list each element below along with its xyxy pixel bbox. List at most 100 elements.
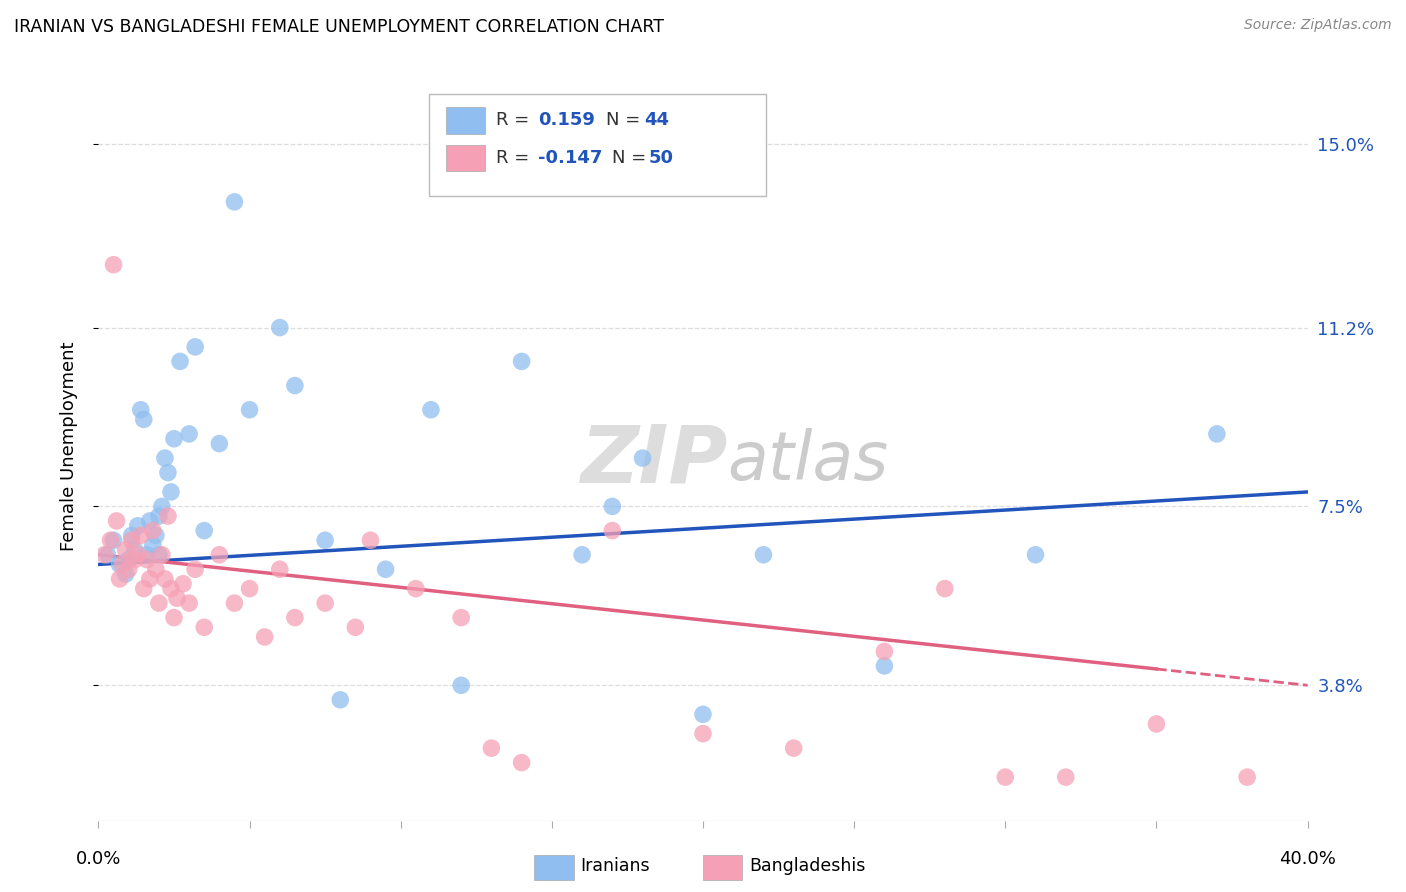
Point <box>405 582 427 596</box>
Text: 0.0%: 0.0% <box>76 850 121 868</box>
Point <box>994 770 1017 784</box>
Point <box>374 562 396 576</box>
Point <box>148 509 170 524</box>
Point <box>93 548 115 562</box>
Text: atlas: atlas <box>727 428 889 494</box>
Text: 0.159: 0.159 <box>538 112 595 129</box>
Point <box>135 552 157 566</box>
Point <box>934 582 956 596</box>
Point <box>184 562 207 576</box>
Point <box>284 610 307 624</box>
Text: 40.0%: 40.0% <box>1279 850 1336 868</box>
Point <box>127 548 149 562</box>
Point <box>121 533 143 548</box>
Point <box>1206 426 1229 441</box>
Point <box>160 484 183 499</box>
Text: R =: R = <box>496 149 536 167</box>
Point <box>179 426 201 441</box>
Point <box>208 436 231 450</box>
Point <box>1054 770 1077 784</box>
Point <box>142 538 165 552</box>
Point <box>450 610 472 624</box>
Point <box>253 630 276 644</box>
Point <box>631 451 654 466</box>
Text: 44: 44 <box>644 112 669 129</box>
Point <box>873 659 896 673</box>
Point <box>111 558 134 572</box>
Point <box>692 726 714 740</box>
Text: N =: N = <box>612 149 651 167</box>
Point <box>510 354 533 368</box>
Point <box>135 548 157 562</box>
Point <box>132 412 155 426</box>
Point <box>224 596 246 610</box>
Point <box>360 533 382 548</box>
Point <box>132 582 155 596</box>
Point <box>150 500 173 514</box>
Point <box>150 548 173 562</box>
Point <box>121 528 143 542</box>
Text: Bangladeshis: Bangladeshis <box>749 857 866 875</box>
Point <box>481 741 503 756</box>
Point <box>269 562 291 576</box>
Point <box>139 514 162 528</box>
Point <box>163 610 186 624</box>
Point <box>163 432 186 446</box>
Text: Source: ZipAtlas.com: Source: ZipAtlas.com <box>1244 18 1392 32</box>
Text: ZIP: ZIP <box>579 422 727 500</box>
Point <box>873 644 896 658</box>
Point <box>153 572 176 586</box>
Point <box>420 402 443 417</box>
Point <box>193 620 215 634</box>
Point <box>184 340 207 354</box>
Point <box>145 528 167 542</box>
Point <box>118 562 141 576</box>
Point <box>156 509 179 524</box>
Point <box>145 562 167 576</box>
Point <box>169 354 191 368</box>
Point <box>148 548 170 562</box>
Point <box>139 572 162 586</box>
Point <box>160 582 183 596</box>
Point <box>208 548 231 562</box>
Text: Iranians: Iranians <box>581 857 651 875</box>
Point <box>692 707 714 722</box>
Point <box>1236 770 1258 784</box>
Point <box>239 402 262 417</box>
Point <box>193 524 215 538</box>
Point <box>224 194 246 209</box>
Point <box>602 524 624 538</box>
Point <box>172 576 194 591</box>
Point <box>179 596 201 610</box>
Point <box>571 548 593 562</box>
Y-axis label: Female Unemployment: Female Unemployment <box>59 342 77 550</box>
Point <box>103 258 125 272</box>
Point <box>129 402 152 417</box>
Point <box>153 451 176 466</box>
Text: N =: N = <box>606 112 645 129</box>
Point <box>124 543 146 558</box>
Point <box>100 533 122 548</box>
Point <box>124 552 146 566</box>
Text: 50: 50 <box>648 149 673 167</box>
Point <box>118 552 141 566</box>
Point <box>284 378 307 392</box>
Point <box>114 543 136 558</box>
Point <box>602 500 624 514</box>
Point <box>752 548 775 562</box>
Point <box>329 693 352 707</box>
Point <box>1146 717 1168 731</box>
Point <box>96 548 118 562</box>
Point <box>127 518 149 533</box>
Point <box>166 591 188 606</box>
Point <box>142 524 165 538</box>
Point <box>450 678 472 692</box>
Text: -0.147: -0.147 <box>538 149 603 167</box>
Point <box>148 596 170 610</box>
Text: IRANIAN VS BANGLADESHI FEMALE UNEMPLOYMENT CORRELATION CHART: IRANIAN VS BANGLADESHI FEMALE UNEMPLOYME… <box>14 18 664 36</box>
Point <box>510 756 533 770</box>
Point <box>1024 548 1046 562</box>
Point <box>105 514 128 528</box>
Point <box>129 528 152 542</box>
Point <box>314 533 336 548</box>
